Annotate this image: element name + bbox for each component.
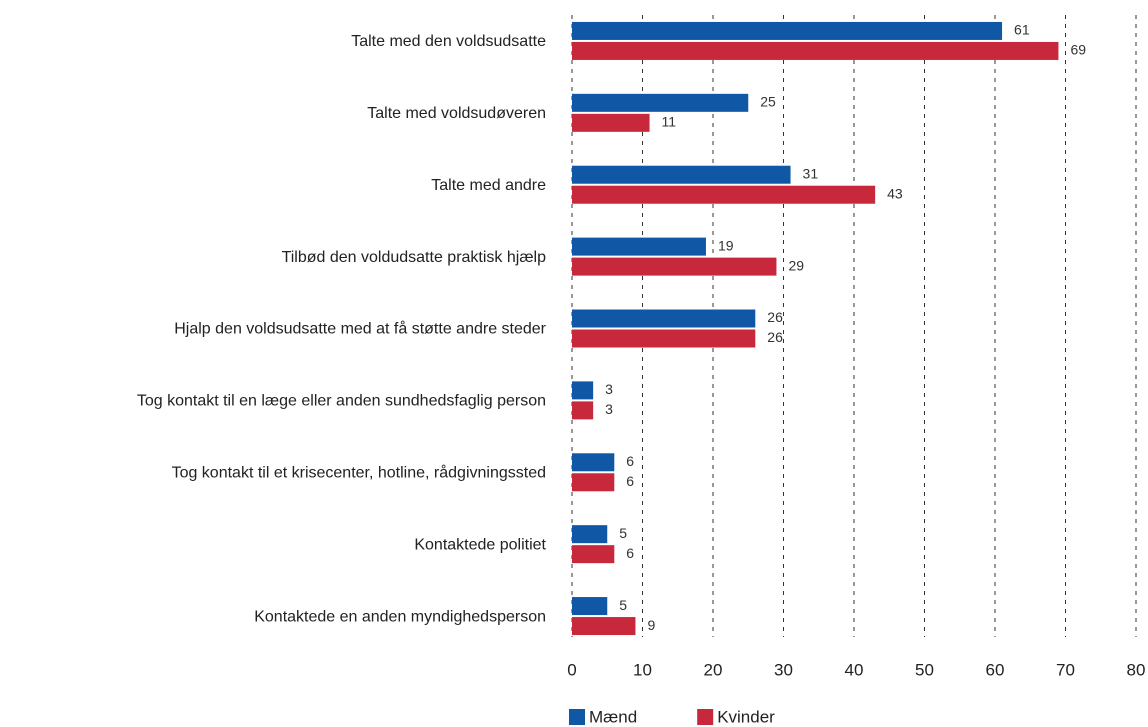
value-label: 6	[626, 545, 634, 561]
legend-swatch	[569, 709, 585, 725]
category-label: Talte med den voldsudsatte	[351, 33, 546, 50]
bar	[572, 309, 756, 328]
x-tick-label: 60	[986, 660, 1005, 679]
bar	[572, 473, 615, 492]
value-label: 25	[760, 94, 776, 110]
x-tick-label: 40	[845, 660, 864, 679]
value-label: 19	[718, 237, 734, 253]
value-label: 29	[788, 257, 804, 273]
bar	[572, 401, 594, 420]
value-label: 5	[619, 525, 627, 541]
legend-swatch	[697, 709, 714, 725]
value-label: 61	[1014, 22, 1030, 38]
category-label: Kontaktede en anden myndighedsperson	[254, 608, 546, 625]
value-label: 26	[767, 329, 783, 345]
legend-label: Kvinder	[717, 707, 775, 726]
bar	[572, 21, 1003, 40]
bar	[572, 113, 650, 132]
bar	[572, 381, 594, 400]
category-label: Kontaktede politiet	[414, 536, 546, 553]
x-tick-label: 70	[1056, 660, 1075, 679]
bar	[572, 93, 749, 112]
x-tick-label: 50	[915, 660, 934, 679]
bar	[572, 237, 706, 256]
legend-label: Mænd	[589, 707, 637, 726]
bar	[572, 525, 608, 544]
bar	[572, 597, 608, 616]
category-label: Talte med voldsudøveren	[367, 105, 546, 122]
x-tick-label: 20	[704, 660, 723, 679]
value-label: 6	[626, 473, 634, 489]
x-tick-label: 30	[774, 660, 793, 679]
value-label: 3	[605, 381, 613, 397]
x-tick-label: 0	[567, 660, 576, 679]
value-label: 31	[803, 165, 819, 181]
bar	[572, 185, 876, 204]
bar	[572, 257, 777, 276]
value-label: 69	[1070, 42, 1086, 58]
category-label: Hjalp den voldsudsatte med at få støtte …	[174, 320, 546, 338]
x-tick-label: 10	[633, 660, 652, 679]
category-label: Tog kontakt til et krisecenter, hotline,…	[172, 463, 546, 481]
category-label: Tilbød den voldudsatte praktisk hjælp	[282, 249, 547, 266]
value-label: 3	[605, 401, 613, 417]
value-label: 43	[887, 185, 903, 201]
category-label: Tog kontakt til en læge eller anden sund…	[137, 393, 546, 410]
value-label: 5	[619, 597, 627, 613]
bar	[572, 545, 615, 564]
bar	[572, 453, 615, 472]
value-label: 9	[647, 617, 655, 633]
bar	[572, 617, 636, 636]
value-label: 11	[662, 114, 677, 130]
bar	[572, 329, 756, 348]
x-tick-label: 80	[1127, 660, 1146, 679]
value-label: 6	[626, 453, 634, 469]
value-label: 26	[767, 309, 783, 325]
bar	[572, 41, 1059, 60]
category-label: Talte med andre	[431, 177, 546, 194]
bar	[572, 165, 791, 184]
